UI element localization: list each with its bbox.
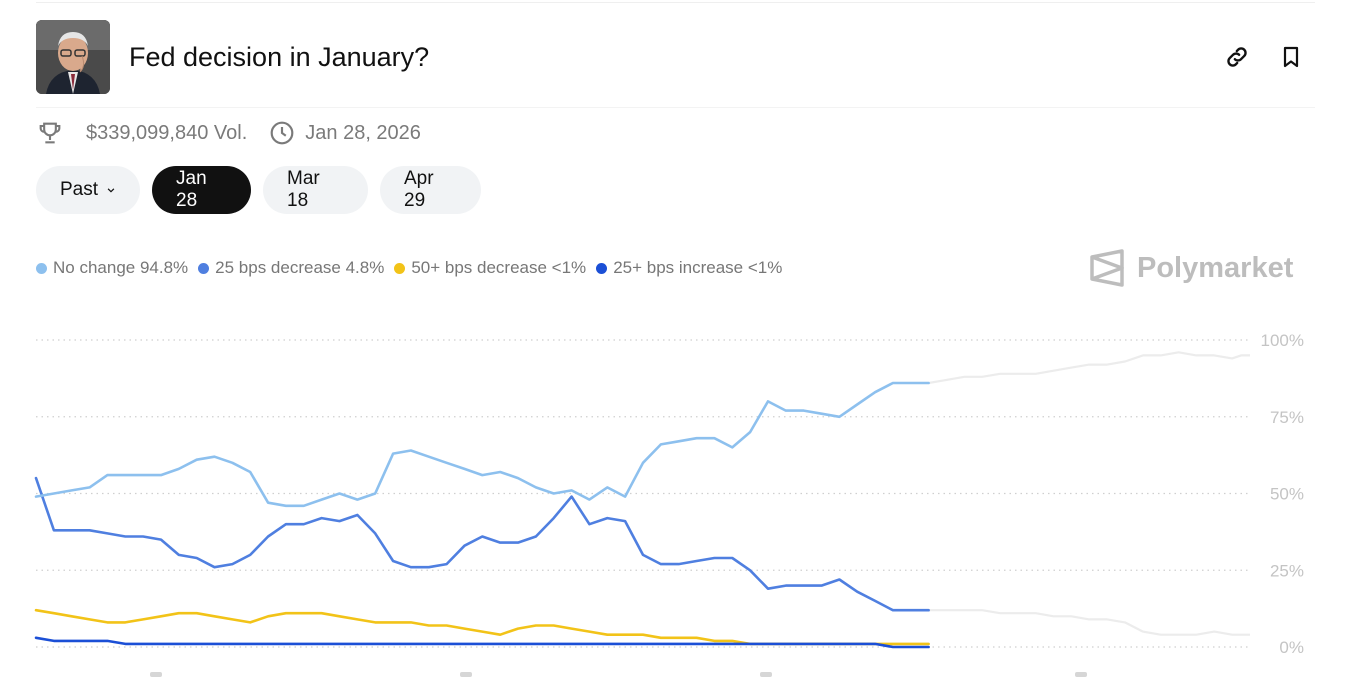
legend-dot <box>36 262 47 274</box>
tab-mar-18[interactable]: Mar 18 <box>263 166 368 214</box>
series-line[interactable] <box>34 381 930 508</box>
polymarket-logo-icon <box>1090 249 1124 287</box>
legend-item-50-decrease: 50+ bps decrease <1% <box>394 258 586 278</box>
series-line[interactable] <box>34 608 930 646</box>
trophy-icon <box>39 122 61 144</box>
x-tick-mark <box>760 672 772 677</box>
tab-past-label: Past <box>60 179 99 200</box>
legend-dot <box>394 262 406 274</box>
probability-chart[interactable]: 100% 75% 50% 25% 0% <box>0 320 1351 677</box>
tab-apr-29-label: Apr 29 <box>404 168 434 211</box>
market-meta: $339,099,840 Vol. Jan 28, 2026 <box>36 118 443 148</box>
series-line[interactable] <box>34 636 930 649</box>
tab-apr-29[interactable]: Apr 29 <box>380 166 481 214</box>
tab-past[interactable]: Past <box>36 166 140 214</box>
clock-icon <box>270 121 294 145</box>
projection-line <box>928 609 1250 636</box>
bookmark-button[interactable] <box>1276 42 1306 72</box>
chart-legend: No change 94.8% 25 bps decrease 4.8% 50+… <box>36 258 792 278</box>
legend-dot <box>198 262 210 274</box>
link-icon <box>1227 47 1247 67</box>
y-tick-label: 100% <box>1261 331 1304 350</box>
top-divider <box>36 2 1315 3</box>
x-tick-mark <box>1075 672 1087 677</box>
date-text: Jan 28, 2026 <box>305 121 421 144</box>
polymarket-logo: Polymarket <box>1089 249 1293 287</box>
y-tick-label: 50% <box>1270 485 1304 504</box>
y-tick-label: 25% <box>1270 561 1304 580</box>
date-tabs: Past Jan 28 Mar 18 Apr 29 <box>36 166 481 214</box>
brand-name: Polymarket <box>1137 251 1294 284</box>
copy-link-button[interactable] <box>1222 42 1252 72</box>
bookmark-icon <box>1283 46 1299 68</box>
legend-label: No change 94.8% <box>53 258 189 277</box>
page-title: Fed decision in January? <box>129 42 430 72</box>
series-line[interactable] <box>34 476 930 612</box>
x-tick-mark <box>150 672 162 677</box>
tab-jan-28-label: Jan 28 <box>176 168 207 211</box>
person-portrait-icon <box>36 20 110 94</box>
tab-jan-28[interactable]: Jan 28 <box>152 166 251 214</box>
x-tick-mark <box>460 672 472 677</box>
legend-label: 25 bps decrease 4.8% <box>215 258 385 277</box>
legend-label: 50+ bps decrease <1% <box>411 258 587 277</box>
legend-item-25-decrease: 25 bps decrease 4.8% <box>198 258 384 278</box>
legend-item-25-increase: 25+ bps increase <1% <box>596 258 782 278</box>
projection-line <box>928 351 1250 385</box>
y-tick-label: 75% <box>1270 408 1304 427</box>
chevron-down-icon <box>107 188 115 193</box>
header-divider <box>36 107 1315 108</box>
y-tick-label: 0% <box>1279 638 1304 657</box>
legend-dot <box>596 262 608 274</box>
tab-mar-18-label: Mar 18 <box>287 168 320 211</box>
market-avatar <box>36 20 110 94</box>
legend-item-no-change: No change 94.8% <box>36 258 188 278</box>
volume-text: $339,099,840 Vol. <box>86 121 248 144</box>
legend-label: 25+ bps increase <1% <box>613 258 783 277</box>
